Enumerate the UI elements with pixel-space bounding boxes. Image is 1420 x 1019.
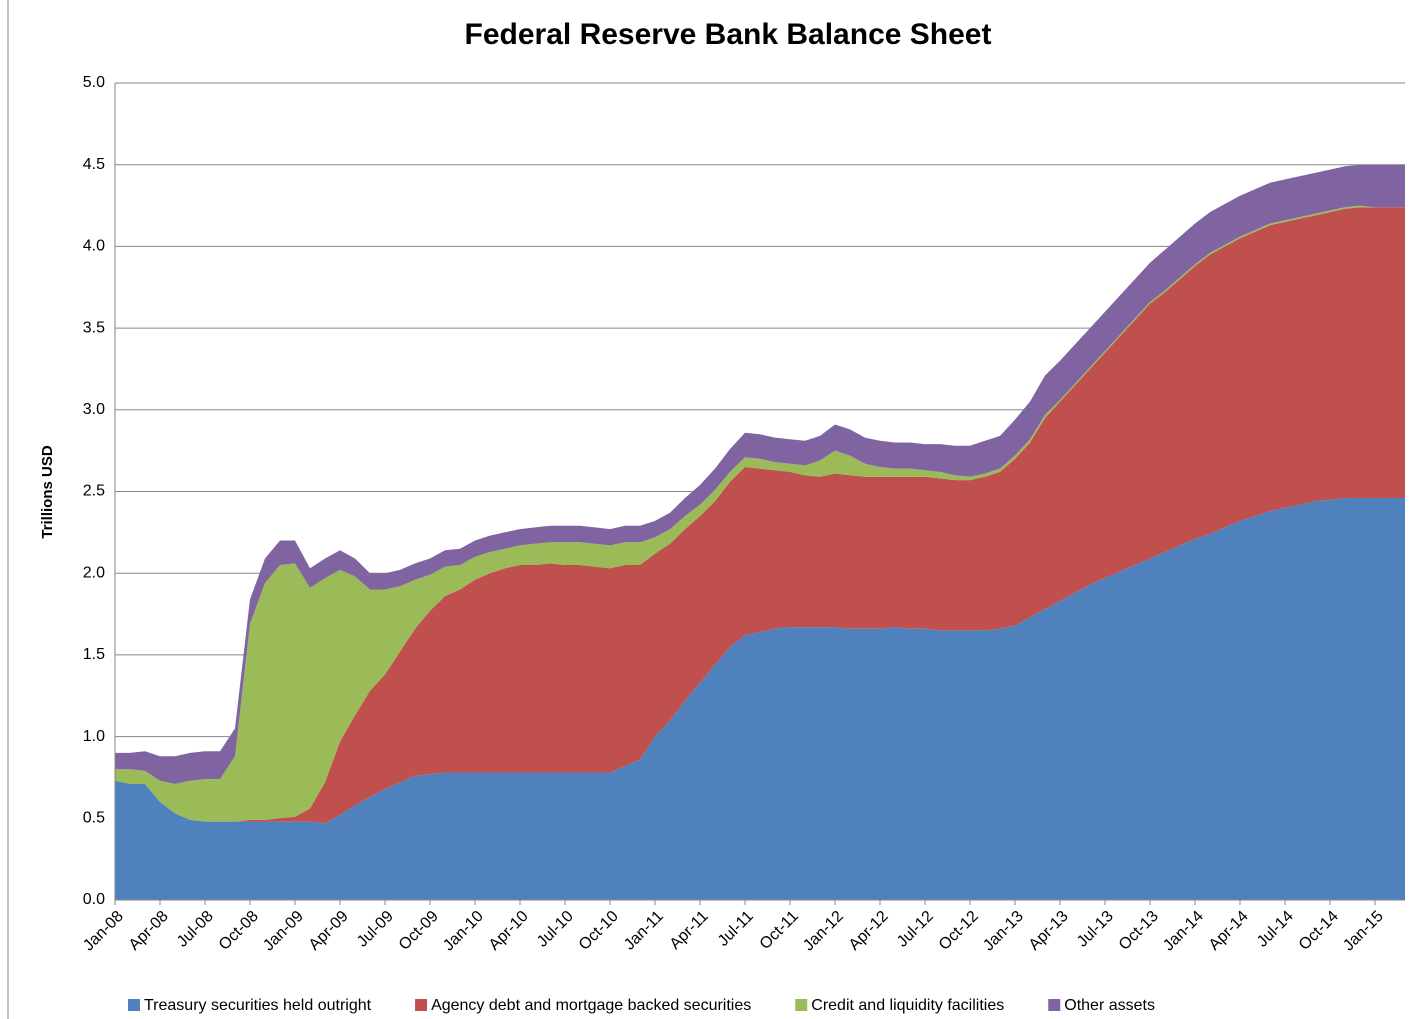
y-tick-label: 5.0 — [83, 74, 105, 91]
y-tick-label: 0.0 — [83, 891, 105, 908]
area — [115, 498, 1405, 900]
legend-swatch — [795, 999, 808, 1011]
y-axis-label: Trillions USD — [39, 445, 56, 539]
y-tick-label: 2.5 — [83, 483, 105, 500]
legend-label: Other assets — [1064, 997, 1155, 1014]
area — [115, 205, 1405, 822]
y-tick-label: 2.0 — [83, 564, 105, 581]
y-tick-label: 4.5 — [83, 156, 105, 173]
legend-label: Credit and liquidity facilities — [811, 997, 1004, 1014]
area — [115, 207, 1405, 824]
legend-label: Agency debt and mortgage backed securiti… — [431, 997, 751, 1014]
y-tick-label: 3.5 — [83, 319, 105, 336]
y-tick-label: 3.0 — [83, 401, 105, 418]
y-tick-label: 4.0 — [83, 238, 105, 255]
y-tick-label: 0.5 — [83, 810, 105, 827]
y-tick-label: 1.5 — [83, 646, 105, 663]
y-tick-label: 1.0 — [83, 728, 105, 745]
legend-swatch — [128, 999, 140, 1011]
legend-swatch — [1048, 999, 1061, 1011]
legend-label: Treasury securities held outright — [144, 997, 372, 1014]
legend-swatch — [415, 999, 428, 1011]
chart-title: Federal Reserve Bank Balance Sheet — [465, 18, 992, 51]
